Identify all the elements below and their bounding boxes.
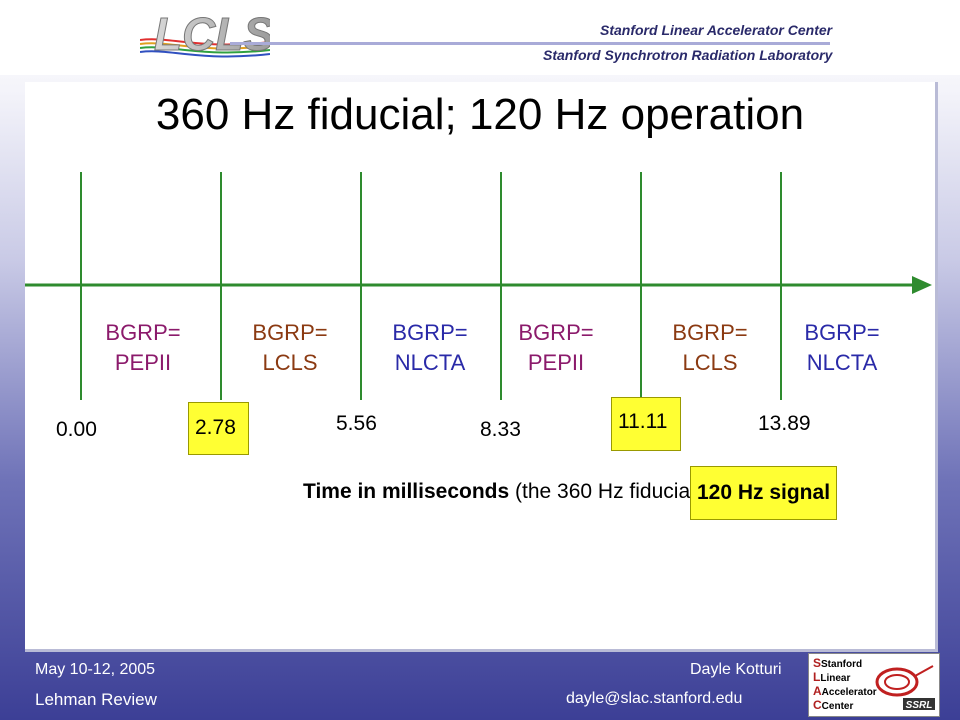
axis-caption-bold: Time in milliseconds [303, 480, 510, 503]
time-label-0-00: 0.00 [56, 418, 97, 441]
bgrp-label-2-key: BGRP= [252, 320, 328, 345]
bgrp-label-4-value: PEPII [527, 350, 585, 375]
highlight-box-2-78 [188, 402, 249, 455]
bgrp-label-3-key: BGRP= [392, 320, 468, 345]
bgrp-label-4-key: BGRP= [518, 320, 594, 345]
header-rule [230, 42, 830, 45]
footer-email: dayle@slac.stanford.edu [566, 690, 743, 707]
signal-highlight-box [690, 466, 837, 520]
org-line-2: Stanford Synchrotron Radiation Laborator… [543, 47, 833, 63]
header-bar: LCLS Stanford Linear Accelerator Center … [0, 0, 960, 75]
content-panel [25, 82, 938, 652]
slide-title: 360 Hz fiducial; 120 Hz operation [155, 90, 805, 139]
axis-caption-rest: (the 360 Hz fiducial) [509, 480, 702, 503]
bgrp-label-5-key: BGRP= [672, 320, 748, 345]
time-axis-arrowhead [912, 276, 932, 294]
slac-logo-line-3: Accelerator [821, 687, 877, 698]
footer-date: May 10-12, 2005 [35, 661, 156, 678]
slac-logo-line-2: Linear [820, 673, 851, 684]
bgrp-label-5-value: LCLS [682, 350, 738, 375]
highlight-box-11-11 [611, 397, 681, 451]
slac-ssrl-logo: SStanford LLinear AAccelerator CCenter S… [808, 653, 940, 717]
time-label-5-56: 5.56 [336, 412, 377, 435]
lcls-logo-text: LCLS [154, 8, 270, 60]
time-label-13-89: 13.89 [758, 412, 811, 435]
bgrp-label-4: BGRP= PEPII [496, 318, 616, 378]
time-label-11-11: 11.11 [618, 410, 668, 433]
slac-logo-text: SStanford LLinear AAccelerator CCenter [813, 656, 877, 712]
footer-event: Lehman Review [35, 690, 157, 709]
bgrp-label-2-value: LCLS [262, 350, 318, 375]
bgrp-label-6-value: NLCTA [806, 350, 878, 375]
slac-logo-line-1: Stanford [821, 659, 863, 670]
footer-presenter: Dayle Kotturi [690, 661, 782, 678]
bgrp-label-1: BGRP= PEPII [83, 318, 203, 378]
lcls-logo: LCLS [140, 8, 270, 61]
bgrp-label-1-key: BGRP= [105, 320, 181, 345]
axis-caption: Time in milliseconds (the 360 Hz fiducia… [303, 480, 702, 504]
ssrl-ring-icon: SSRL [875, 665, 935, 711]
bgrp-label-1-value: PEPII [114, 350, 172, 375]
bgrp-label-6-key: BGRP= [804, 320, 880, 345]
signal-label: 120 Hz signal [696, 481, 831, 504]
bgrp-label-5: BGRP= LCLS [650, 318, 770, 378]
bgrp-label-2: BGRP= LCLS [230, 318, 350, 378]
time-label-2-78: 2.78 [195, 416, 236, 439]
org-line-1: Stanford Linear Accelerator Center [600, 22, 833, 38]
time-label-8-33: 8.33 [480, 418, 521, 441]
ssrl-logo-text: SSRL [906, 700, 933, 711]
bgrp-label-3: BGRP= NLCTA [370, 318, 490, 378]
slac-logo-line-4: Center [821, 701, 854, 712]
bgrp-label-3-value: NLCTA [394, 350, 466, 375]
bgrp-label-6: BGRP= NLCTA [782, 318, 902, 378]
